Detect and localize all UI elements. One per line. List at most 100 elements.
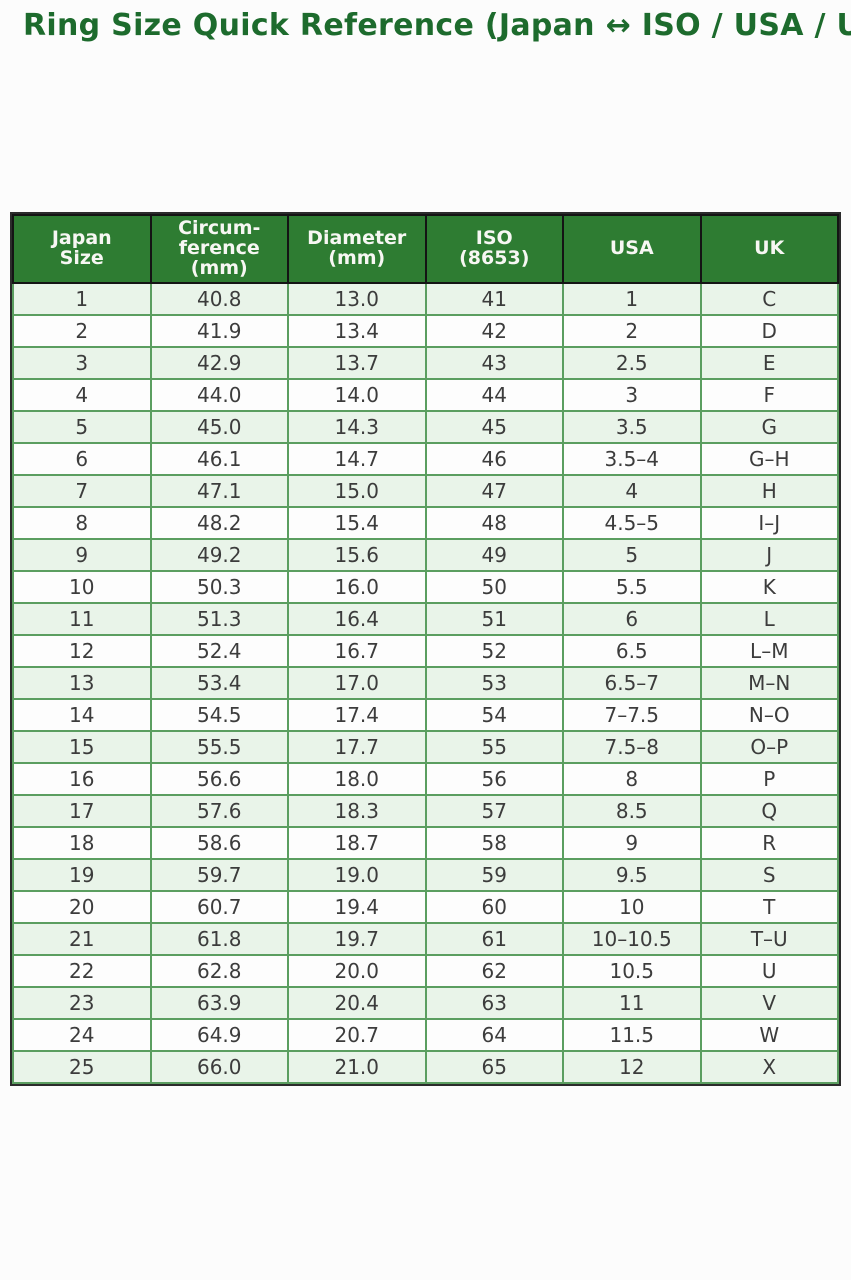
table-cell: J — [699, 537, 839, 572]
table-cell: 10–10.5 — [562, 921, 702, 956]
table-cell: 8.5 — [562, 793, 702, 828]
table-cell: G — [699, 409, 839, 444]
table-row: 2 41.9 13.4 42 2 D — [12, 313, 839, 348]
table-cell: W — [699, 1017, 839, 1052]
table-cell: 14.0 — [287, 377, 427, 412]
table-cell: L — [699, 601, 839, 636]
table-cell: 42.9 — [149, 345, 289, 380]
table-cell: 16 — [12, 761, 152, 796]
table-cell: 18 — [12, 825, 152, 860]
table-cell: 13.0 — [287, 281, 427, 316]
table-cell: 58 — [424, 825, 564, 860]
table-cell: 9 — [12, 537, 152, 572]
table-cell: 43 — [424, 345, 564, 380]
table-cell: 50 — [424, 569, 564, 604]
page-title: Ring Size Quick Reference (Japan ↔ ISO /… — [23, 8, 851, 43]
table-cell: 9 — [562, 825, 702, 860]
table-cell: 47.1 — [149, 473, 289, 508]
table-cell: 18.0 — [287, 761, 427, 796]
table-cell: 41 — [424, 281, 564, 316]
table-cell: 6 — [562, 601, 702, 636]
table-cell: 22 — [12, 953, 152, 988]
table-cell: 13 — [12, 665, 152, 700]
table-row: 22 62.8 20.0 62 10.5 U — [12, 953, 839, 988]
table-cell: 41.9 — [149, 313, 289, 348]
table-cell: E — [699, 345, 839, 380]
table-body: 1 40.8 13.0 41 1 C 2 41.9 13.4 42 2 D 3 42.9 13.7 43 2.5… — [12, 281, 839, 1084]
table-cell: 45.0 — [149, 409, 289, 444]
table-row: 24 64.9 20.7 64 11.5 W — [12, 1017, 839, 1052]
table-cell: P — [699, 761, 839, 796]
table-cell: 54 — [424, 697, 564, 732]
table-cell: 2.5 — [562, 345, 702, 380]
table-cell: V — [699, 985, 839, 1020]
table-cell: 62 — [424, 953, 564, 988]
table-cell: 48 — [424, 505, 564, 540]
table-cell: S — [699, 857, 839, 892]
table-cell: 14.3 — [287, 409, 427, 444]
ring-size-table-wrapper: Japan Size Circum- ference (mm) Diameter… — [10, 212, 841, 1086]
table-cell: 47 — [424, 473, 564, 508]
table-cell: 2 — [562, 313, 702, 348]
table-cell: 46.1 — [149, 441, 289, 476]
table-row: 1 40.8 13.0 41 1 C — [12, 281, 839, 316]
table-cell: 63.9 — [149, 985, 289, 1020]
header-circumference: Circum- ference (mm) — [149, 214, 289, 284]
table-row: 3 42.9 13.7 43 2.5 E — [12, 345, 839, 380]
table-row: 19 59.7 19.0 59 9.5 S — [12, 857, 839, 892]
table-cell: 5 — [562, 537, 702, 572]
table-cell: 48.2 — [149, 505, 289, 540]
table-row: 7 47.1 15.0 47 4 H — [12, 473, 839, 508]
table-cell: 19.7 — [287, 921, 427, 956]
table-cell: 1 — [12, 281, 152, 316]
table-cell: 17 — [12, 793, 152, 828]
table-cell: 15.6 — [287, 537, 427, 572]
table-cell: 61 — [424, 921, 564, 956]
table-cell: 8 — [12, 505, 152, 540]
table-cell: 21.0 — [287, 1049, 427, 1084]
table-cell: 8 — [562, 761, 702, 796]
table-cell: 17.0 — [287, 665, 427, 700]
header-japan-size: Japan Size — [12, 214, 152, 284]
table-cell: 57 — [424, 793, 564, 828]
table-cell: H — [699, 473, 839, 508]
table-row: 13 53.4 17.0 53 6.5–7 M–N — [12, 665, 839, 700]
table-cell: 55 — [424, 729, 564, 764]
table-cell: 51.3 — [149, 601, 289, 636]
table-cell: 12 — [12, 633, 152, 668]
table-cell: 49.2 — [149, 537, 289, 572]
table-cell: 64.9 — [149, 1017, 289, 1052]
table-cell: 56.6 — [149, 761, 289, 796]
table-cell: 6 — [12, 441, 152, 476]
table-cell: 5 — [12, 409, 152, 444]
table-cell: 16.0 — [287, 569, 427, 604]
table-cell: 10 — [562, 889, 702, 924]
ring-size-table: Japan Size Circum- ference (mm) Diameter… — [12, 214, 839, 1084]
table-cell: 18.3 — [287, 793, 427, 828]
table-cell: 7 — [12, 473, 152, 508]
table-cell: 56 — [424, 761, 564, 796]
table-cell: 6.5–7 — [562, 665, 702, 700]
table-cell: 64 — [424, 1017, 564, 1052]
table-cell: 13.7 — [287, 345, 427, 380]
table-cell: 65 — [424, 1049, 564, 1084]
table-cell: 55.5 — [149, 729, 289, 764]
table-cell: 23 — [12, 985, 152, 1020]
table-cell: 19.0 — [287, 857, 427, 892]
table-cell: 19.4 — [287, 889, 427, 924]
table-cell: 66.0 — [149, 1049, 289, 1084]
table-cell: 10 — [12, 569, 152, 604]
header-usa: USA — [562, 214, 702, 284]
table-cell: F — [699, 377, 839, 412]
table-row: 8 48.2 15.4 48 4.5–5 I–J — [12, 505, 839, 540]
table-cell: 5.5 — [562, 569, 702, 604]
table-cell: 15.0 — [287, 473, 427, 508]
table-cell: 2 — [12, 313, 152, 348]
table-cell: 20.7 — [287, 1017, 427, 1052]
table-row: 18 58.6 18.7 58 9 R — [12, 825, 839, 860]
table-cell: 59 — [424, 857, 564, 892]
table-row: 10 50.3 16.0 50 5.5 K — [12, 569, 839, 604]
table-row: 4 44.0 14.0 44 3 F — [12, 377, 839, 412]
table-cell: R — [699, 825, 839, 860]
